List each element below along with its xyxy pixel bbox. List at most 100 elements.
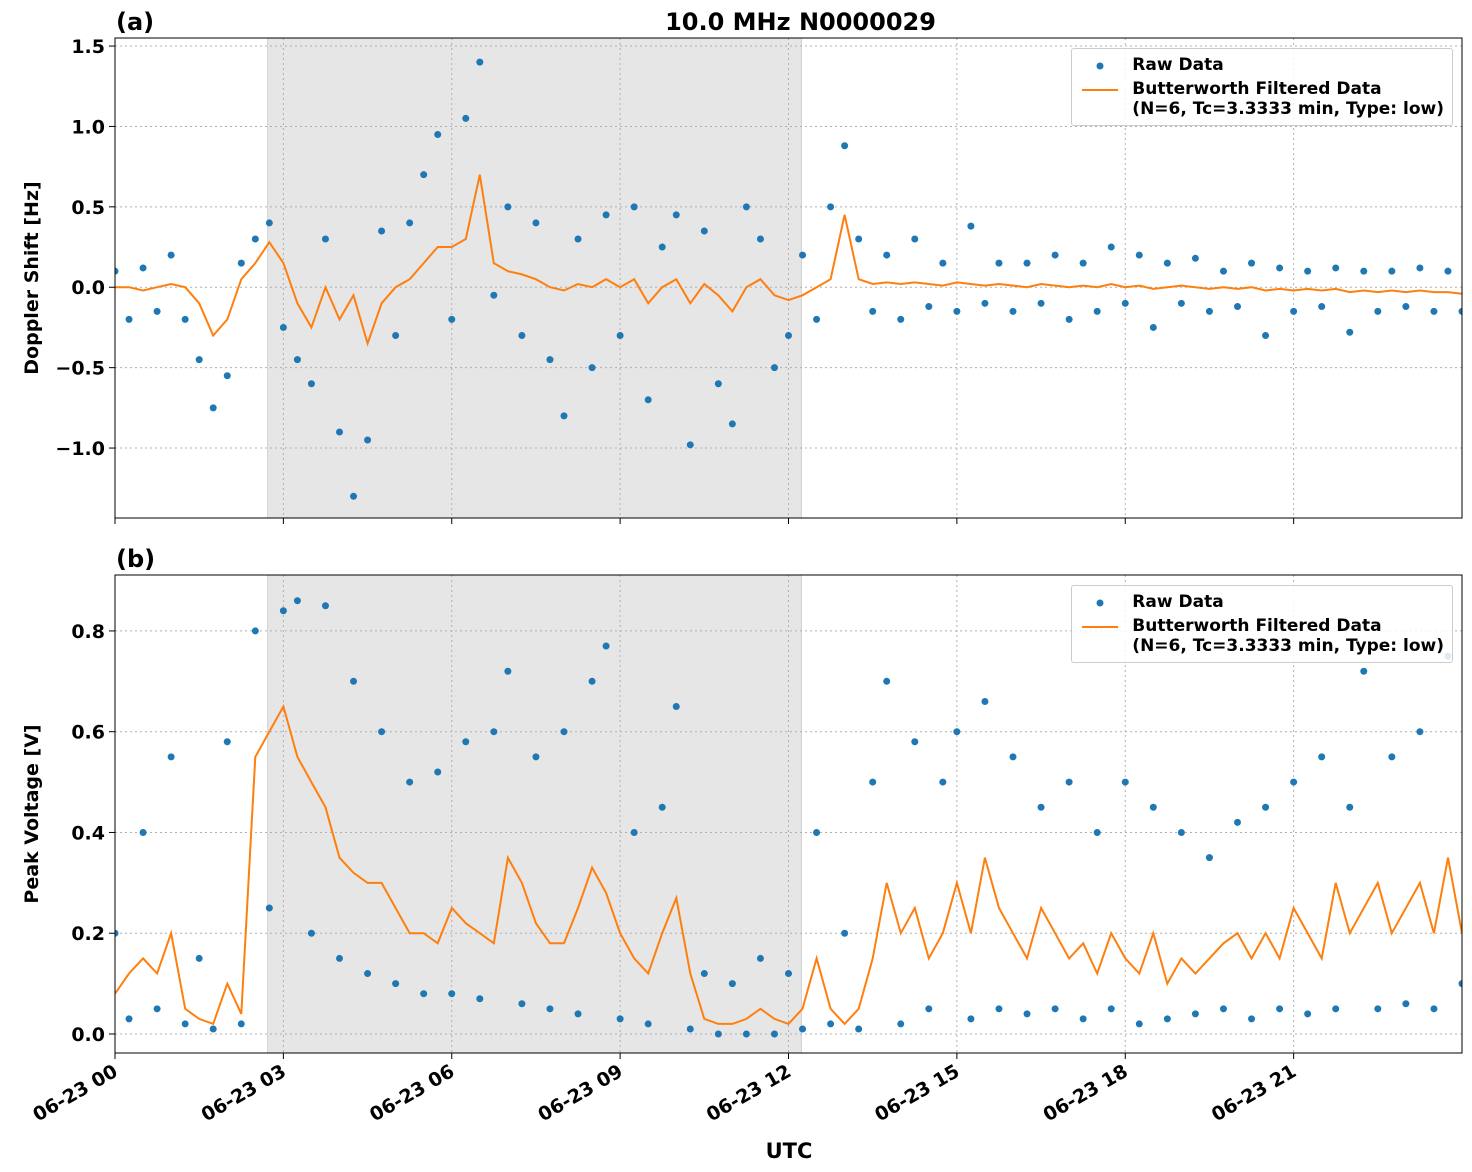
raw-point — [630, 828, 638, 836]
legend-swatch — [1096, 62, 1104, 70]
raw-point — [1360, 267, 1368, 275]
raw-point — [1023, 1010, 1031, 1018]
x-tick-label: 06-23 12 — [703, 1060, 795, 1126]
raw-point — [869, 307, 877, 315]
chart-title: 10.0 MHz N0000029 — [665, 8, 936, 36]
legend-swatch — [1096, 599, 1104, 607]
raw-point — [336, 428, 343, 436]
raw-point — [925, 1005, 933, 1013]
legend-label: Butterworth Filtered Data (N=6, Tc=3.333… — [1132, 616, 1444, 656]
raw-point — [883, 677, 891, 685]
raw-point — [1149, 323, 1157, 331]
raw-point — [490, 728, 498, 736]
raw-point — [532, 219, 540, 227]
raw-point — [406, 219, 414, 227]
raw-point — [785, 970, 792, 978]
raw-point — [588, 677, 596, 685]
x-tick-label: 06-23 00 — [29, 1060, 121, 1126]
raw-point — [630, 203, 638, 211]
raw-point — [1374, 307, 1382, 315]
raw-point — [1107, 1005, 1115, 1013]
raw-point — [770, 1030, 778, 1038]
raw-point — [1276, 264, 1284, 272]
legend-swatch — [1082, 89, 1119, 91]
raw-point — [195, 356, 203, 364]
raw-point — [672, 703, 680, 711]
raw-point — [953, 728, 961, 736]
raw-point — [1107, 243, 1115, 251]
x-tick-label: 06-23 18 — [1039, 1060, 1131, 1126]
y-tick-label: −0.5 — [55, 358, 105, 380]
raw-point — [1430, 1005, 1438, 1013]
raw-point — [546, 356, 554, 364]
x-axis-label: UTC — [766, 1139, 813, 1163]
raw-point — [532, 753, 540, 761]
raw-point — [139, 828, 147, 836]
raw-point — [434, 130, 442, 138]
raw-point — [364, 970, 372, 978]
y-tick-label: 0.2 — [71, 923, 105, 945]
raw-point — [392, 980, 400, 988]
raw-point — [115, 929, 119, 937]
raw-point — [742, 203, 750, 211]
raw-point — [939, 778, 947, 786]
raw-point — [125, 1015, 133, 1023]
raw-point — [799, 251, 807, 259]
raw-point — [406, 778, 414, 786]
raw-point — [392, 331, 400, 339]
raw-point — [588, 364, 596, 372]
raw-point — [1177, 828, 1185, 836]
raw-point — [672, 211, 680, 219]
raw-point — [981, 299, 989, 307]
raw-point — [1458, 980, 1462, 988]
raw-point — [602, 211, 610, 219]
raw-point — [785, 331, 792, 339]
raw-point — [1444, 267, 1452, 275]
raw-point — [265, 219, 273, 227]
raw-point — [756, 954, 764, 962]
legend-entry: Butterworth Filtered Data (N=6, Tc=3.333… — [1080, 616, 1444, 656]
raw-point — [560, 728, 568, 736]
raw-point — [1262, 803, 1270, 811]
y-tick-label: 0.6 — [71, 722, 105, 744]
raw-point — [883, 251, 891, 259]
legend-label: Raw Data — [1132, 55, 1224, 75]
raw-point — [420, 171, 428, 179]
raw-point — [574, 235, 582, 243]
raw-point — [1191, 1010, 1199, 1018]
raw-point — [1402, 1000, 1410, 1008]
raw-point — [490, 291, 498, 299]
raw-point — [1163, 1015, 1171, 1023]
raw-point — [574, 1010, 582, 1018]
raw-point — [911, 235, 919, 243]
legend-entry: Raw Data — [1080, 592, 1444, 614]
raw-point — [1388, 753, 1396, 761]
raw-point — [1374, 1005, 1382, 1013]
raw-point — [1009, 753, 1017, 761]
raw-point — [714, 380, 722, 388]
raw-point — [1163, 259, 1171, 267]
raw-point — [115, 267, 119, 275]
raw-point — [1248, 1015, 1256, 1023]
raw-point — [1304, 267, 1312, 275]
raw-point — [602, 642, 610, 650]
raw-point — [139, 264, 147, 272]
raw-point — [293, 597, 301, 605]
legend-key — [1080, 616, 1120, 638]
legend-label: Butterworth Filtered Data (N=6, Tc=3.333… — [1132, 79, 1444, 119]
raw-point — [1276, 1005, 1284, 1013]
raw-point — [125, 315, 133, 323]
panel-label: (a) — [116, 8, 154, 36]
raw-point — [1121, 778, 1129, 786]
legend-key — [1080, 55, 1120, 77]
raw-point — [1318, 753, 1326, 761]
raw-point — [1262, 331, 1270, 339]
x-tick-label: 06-23 06 — [366, 1060, 458, 1126]
raw-point — [616, 1015, 624, 1023]
raw-point — [167, 753, 175, 761]
raw-point — [658, 803, 666, 811]
raw-point — [378, 728, 386, 736]
raw-point — [448, 315, 456, 323]
raw-point — [897, 315, 905, 323]
raw-point — [714, 1030, 722, 1038]
